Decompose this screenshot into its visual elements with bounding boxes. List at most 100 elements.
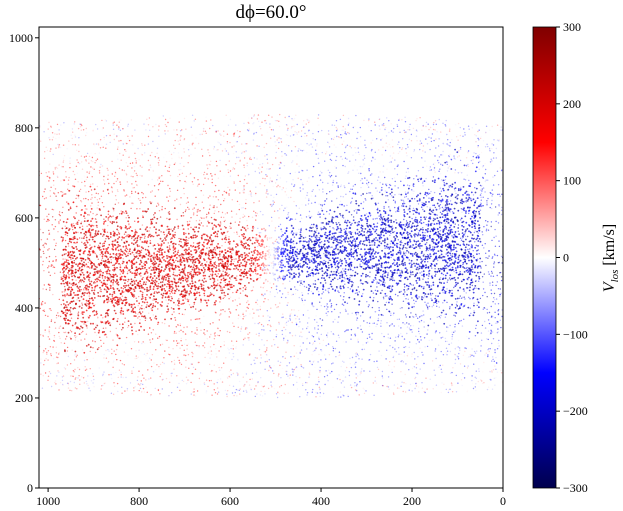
data-point	[332, 346, 334, 348]
data-point	[104, 271, 107, 273]
data-point	[342, 299, 344, 301]
data-point	[193, 388, 195, 390]
data-point	[361, 182, 364, 184]
data-point	[282, 356, 284, 358]
data-point	[415, 175, 418, 177]
data-point	[364, 177, 366, 179]
data-point	[146, 391, 148, 393]
data-point	[159, 216, 162, 218]
data-point	[142, 383, 144, 386]
data-point	[137, 383, 140, 385]
data-point	[476, 350, 478, 352]
data-point	[197, 142, 200, 145]
data-point	[429, 192, 431, 195]
data-point	[485, 257, 487, 259]
data-point	[306, 322, 309, 324]
data-point	[398, 119, 400, 121]
data-point	[417, 203, 420, 205]
data-point	[457, 139, 459, 141]
data-point	[232, 291, 234, 294]
data-point	[94, 231, 97, 234]
data-point	[292, 230, 295, 232]
data-point	[446, 161, 449, 163]
data-point	[120, 159, 122, 161]
data-point	[388, 388, 390, 390]
data-point	[62, 258, 64, 260]
data-point	[215, 149, 218, 151]
data-point	[349, 357, 351, 360]
data-point	[117, 336, 119, 338]
data-point	[125, 194, 128, 196]
data-point	[113, 170, 115, 173]
data-point	[179, 347, 181, 349]
data-point	[458, 352, 460, 355]
data-point	[129, 382, 132, 384]
data-point	[301, 294, 304, 296]
data-point	[135, 355, 137, 357]
data-point	[391, 368, 393, 371]
data-point	[415, 376, 417, 379]
data-point	[98, 152, 101, 154]
data-point	[266, 158, 268, 160]
data-point	[351, 356, 354, 359]
data-point	[275, 238, 278, 241]
data-point	[301, 182, 304, 184]
data-point	[109, 134, 111, 137]
data-point	[58, 221, 60, 223]
data-point	[423, 221, 425, 224]
data-point	[209, 286, 211, 289]
data-point	[308, 199, 310, 202]
data-point	[176, 386, 179, 388]
data-point	[167, 130, 169, 132]
data-point	[382, 123, 385, 125]
data-point	[415, 129, 418, 131]
data-point	[137, 376, 139, 378]
data-point	[492, 144, 495, 146]
data-point	[218, 189, 220, 192]
data-point	[223, 216, 225, 219]
data-point	[61, 211, 63, 214]
data-point	[248, 193, 250, 196]
data-point	[231, 199, 233, 201]
data-point	[346, 158, 348, 160]
data-point	[52, 136, 54, 138]
data-point	[368, 170, 370, 172]
data-point	[141, 391, 143, 393]
data-point	[180, 363, 183, 366]
data-point	[206, 247, 208, 249]
data-point	[380, 322, 382, 324]
data-point	[43, 270, 45, 272]
data-point	[245, 198, 247, 201]
data-point	[319, 342, 321, 345]
data-point	[379, 191, 381, 193]
data-point	[360, 370, 362, 372]
data-point	[106, 231, 109, 233]
data-point	[213, 304, 215, 306]
data-point	[407, 298, 409, 300]
data-point	[145, 129, 147, 131]
data-point	[284, 328, 287, 331]
data-point	[357, 151, 360, 153]
data-point	[286, 270, 288, 272]
data-point	[341, 360, 344, 362]
data-point	[95, 214, 97, 217]
data-point	[417, 170, 420, 172]
data-point	[483, 382, 485, 384]
data-point	[441, 382, 443, 384]
data-point	[196, 318, 198, 320]
data-point	[307, 293, 309, 295]
data-point	[433, 302, 435, 304]
data-point	[223, 220, 225, 223]
data-point	[342, 341, 345, 343]
data-point	[438, 118, 440, 121]
data-point	[173, 152, 175, 154]
data-point	[119, 213, 121, 215]
data-point	[419, 140, 422, 142]
data-point	[135, 180, 137, 183]
data-point	[306, 194, 308, 197]
data-point	[176, 134, 178, 136]
data-point	[224, 226, 226, 228]
data-point	[464, 134, 466, 136]
data-point	[383, 124, 385, 127]
data-point	[423, 295, 426, 297]
